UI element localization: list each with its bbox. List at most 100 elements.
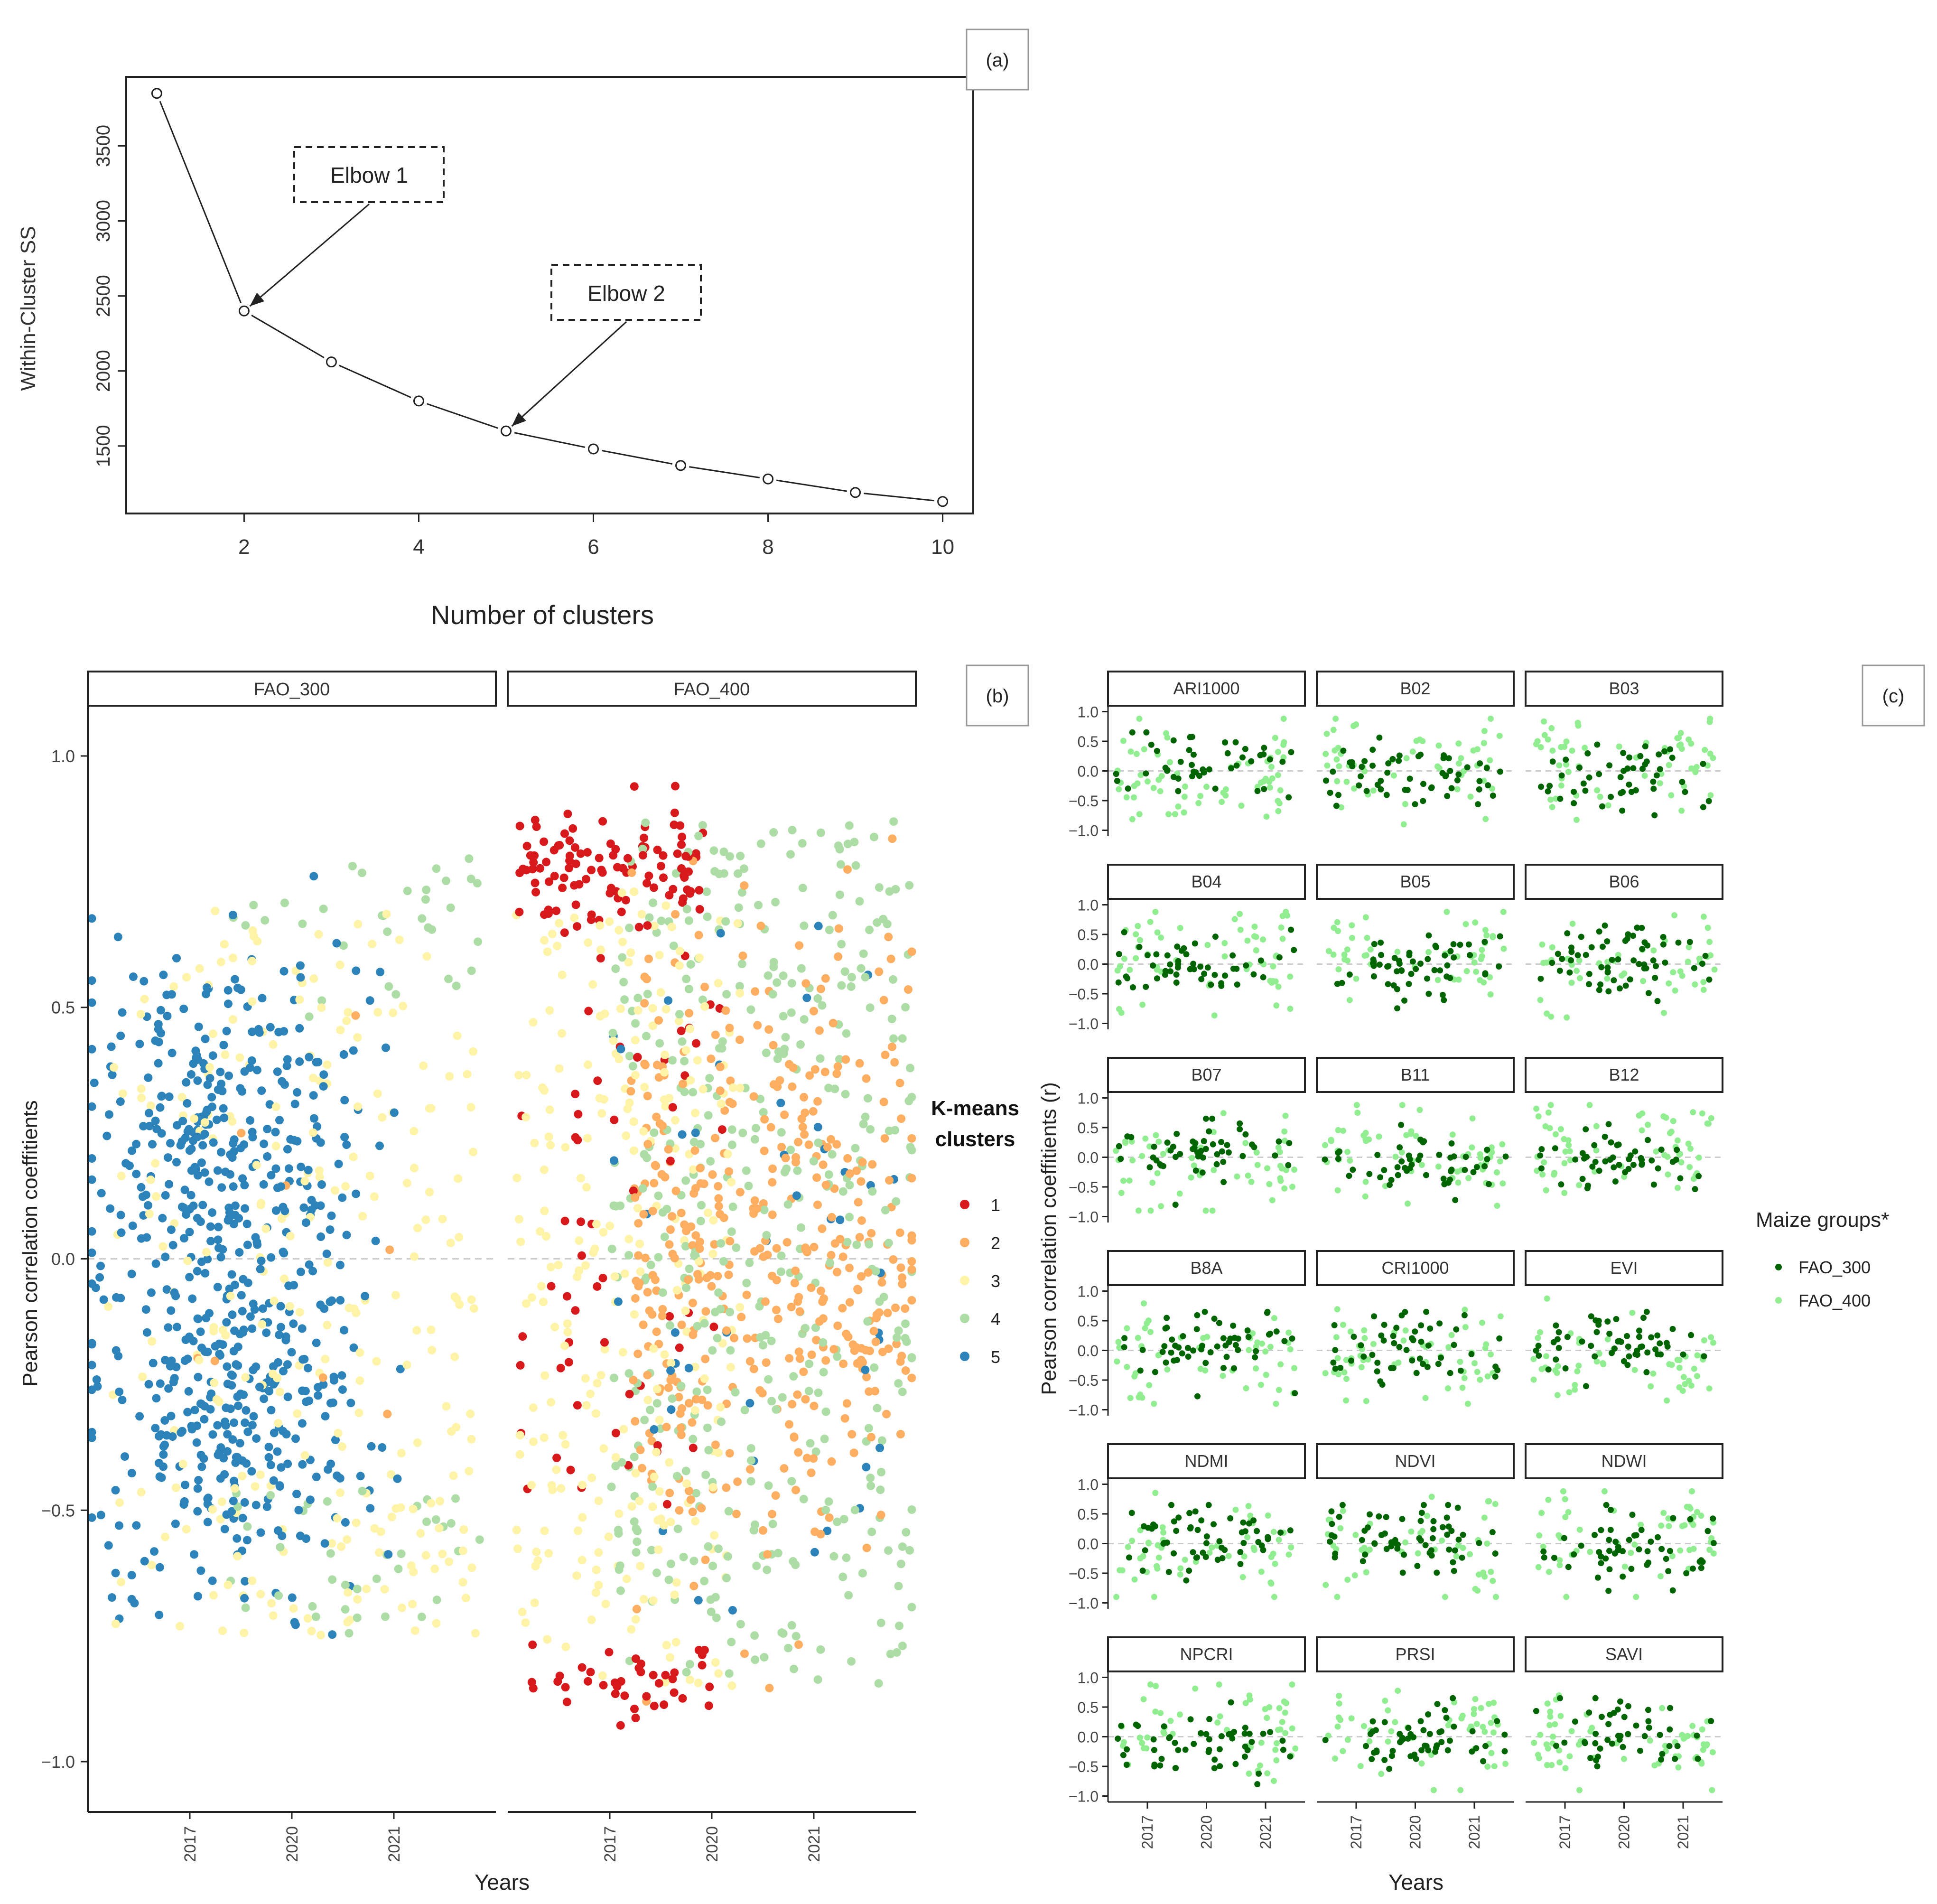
cluster-3-point (241, 1373, 250, 1382)
cluster-5-point (203, 1080, 212, 1089)
fao-300-point (1464, 764, 1471, 771)
fao-400-point (1322, 1142, 1328, 1148)
cluster-4-point (828, 1150, 837, 1159)
fao-400-point (1691, 1365, 1697, 1372)
cluster-2-point (689, 1582, 698, 1590)
cluster-4-point (643, 989, 652, 999)
fao-400-point (1334, 919, 1341, 925)
cluster-2-point (795, 1354, 804, 1363)
cluster-2-point (834, 924, 843, 933)
cluster-5-point (334, 1159, 343, 1168)
cluster-2-point (857, 1344, 866, 1353)
fao-300-point (1637, 753, 1644, 759)
cluster-5-point (196, 1566, 205, 1575)
fao-300-point (1116, 1143, 1122, 1149)
cluster-5-point (92, 1375, 101, 1384)
cluster-2-point (805, 1071, 814, 1080)
facet-strip (1525, 1250, 1723, 1286)
fao-400-point (1680, 1736, 1687, 1742)
fao-400-point (1129, 1157, 1136, 1164)
fao-400-point (1481, 1573, 1488, 1580)
cluster-5-point (267, 1253, 276, 1262)
cluster-1-point (573, 1401, 582, 1410)
cluster-1-point (698, 1661, 707, 1670)
cluster-2-point (771, 1491, 780, 1500)
cluster-4-point (907, 1603, 916, 1612)
cluster-3-point (454, 1174, 463, 1183)
fao-400-point (1455, 1179, 1462, 1186)
fao-400-point (1270, 963, 1276, 970)
cluster-3-point (515, 1450, 524, 1459)
fao-300-point (1276, 954, 1283, 961)
cluster-3-point (458, 1546, 467, 1555)
cluster-3-point (387, 1512, 396, 1521)
cluster-4-point (708, 1346, 717, 1355)
cluster-4-point (779, 1629, 788, 1638)
cluster-5-point (366, 1504, 375, 1513)
cluster-2-point (867, 1229, 876, 1238)
cluster-3-point (661, 1101, 670, 1111)
cluster-5-point (209, 1138, 218, 1147)
fao-400-point (1283, 909, 1289, 915)
fao-400-point (1191, 1162, 1197, 1169)
cluster-3-point (600, 1345, 609, 1353)
fao-300-point (1409, 958, 1416, 965)
cluster-5-point (117, 1228, 126, 1237)
cluster-4-point (874, 1679, 883, 1688)
fao-400-point (1576, 1182, 1583, 1188)
fao-300-point (1435, 1361, 1442, 1367)
fao-300-point (1174, 943, 1181, 950)
cluster-2-point (763, 1550, 772, 1559)
fao-300-point (1200, 1549, 1206, 1556)
fao-300-point (1692, 1186, 1698, 1193)
cluster-3-point (118, 1089, 127, 1098)
cluster-5-point (375, 1141, 384, 1150)
cluster-4-point (852, 1240, 861, 1249)
fao-400-point (1688, 740, 1695, 747)
cluster-1-point (634, 1663, 643, 1672)
cluster-5-point (144, 1201, 152, 1210)
cluster-4-point (746, 1005, 755, 1014)
fao-400-point (1445, 1722, 1452, 1728)
cluster-1-point (599, 1680, 608, 1689)
fao-400-point (1141, 746, 1147, 753)
cluster-4-point (777, 1128, 786, 1137)
cluster-3-point (286, 1232, 295, 1241)
cluster-2-point (652, 1161, 661, 1170)
cluster-2-point (823, 1143, 832, 1152)
fao-300-point (1211, 1756, 1218, 1763)
fao-300-point (1346, 971, 1353, 978)
cluster-4-point (894, 1582, 903, 1591)
fao-400-point (1658, 1522, 1665, 1529)
fao-400-point (1127, 1395, 1134, 1401)
fao-400-point (1435, 742, 1442, 749)
cluster-2-point (882, 1409, 891, 1419)
cluster-5-point (365, 996, 374, 1005)
elbow-x-tick-label: 10 (931, 535, 954, 559)
fao-400-point (1709, 1787, 1715, 1793)
fao-300-point (1170, 774, 1177, 780)
fao-400-point (1204, 942, 1211, 948)
cluster-3-point (685, 1675, 694, 1684)
cluster-4-point (898, 1387, 907, 1396)
fao-400-point (1647, 1737, 1653, 1744)
cluster-5-point (219, 1041, 228, 1049)
cluster-4-point (851, 861, 860, 870)
fao-300-point (1586, 774, 1592, 781)
cluster-5-point (296, 1268, 305, 1277)
fao-300-point (1235, 1347, 1241, 1353)
elbow-x-tick-label: 4 (413, 535, 424, 559)
fao-300-point (1150, 962, 1156, 969)
fao-300-point (1158, 1755, 1165, 1762)
fao-300-point (1615, 1338, 1621, 1345)
cluster-3-point (410, 1252, 419, 1261)
cluster-4-point (805, 1359, 814, 1368)
cluster-5-point (691, 1129, 700, 1137)
cluster-2-point (884, 933, 893, 942)
cluster-3-point (314, 930, 323, 939)
fao-300-point (1254, 1781, 1261, 1787)
cluster-5-point (792, 1191, 801, 1200)
cluster-2-point (787, 1303, 796, 1311)
cluster-4-point (643, 1153, 652, 1162)
fao-400-point (1164, 1366, 1171, 1373)
